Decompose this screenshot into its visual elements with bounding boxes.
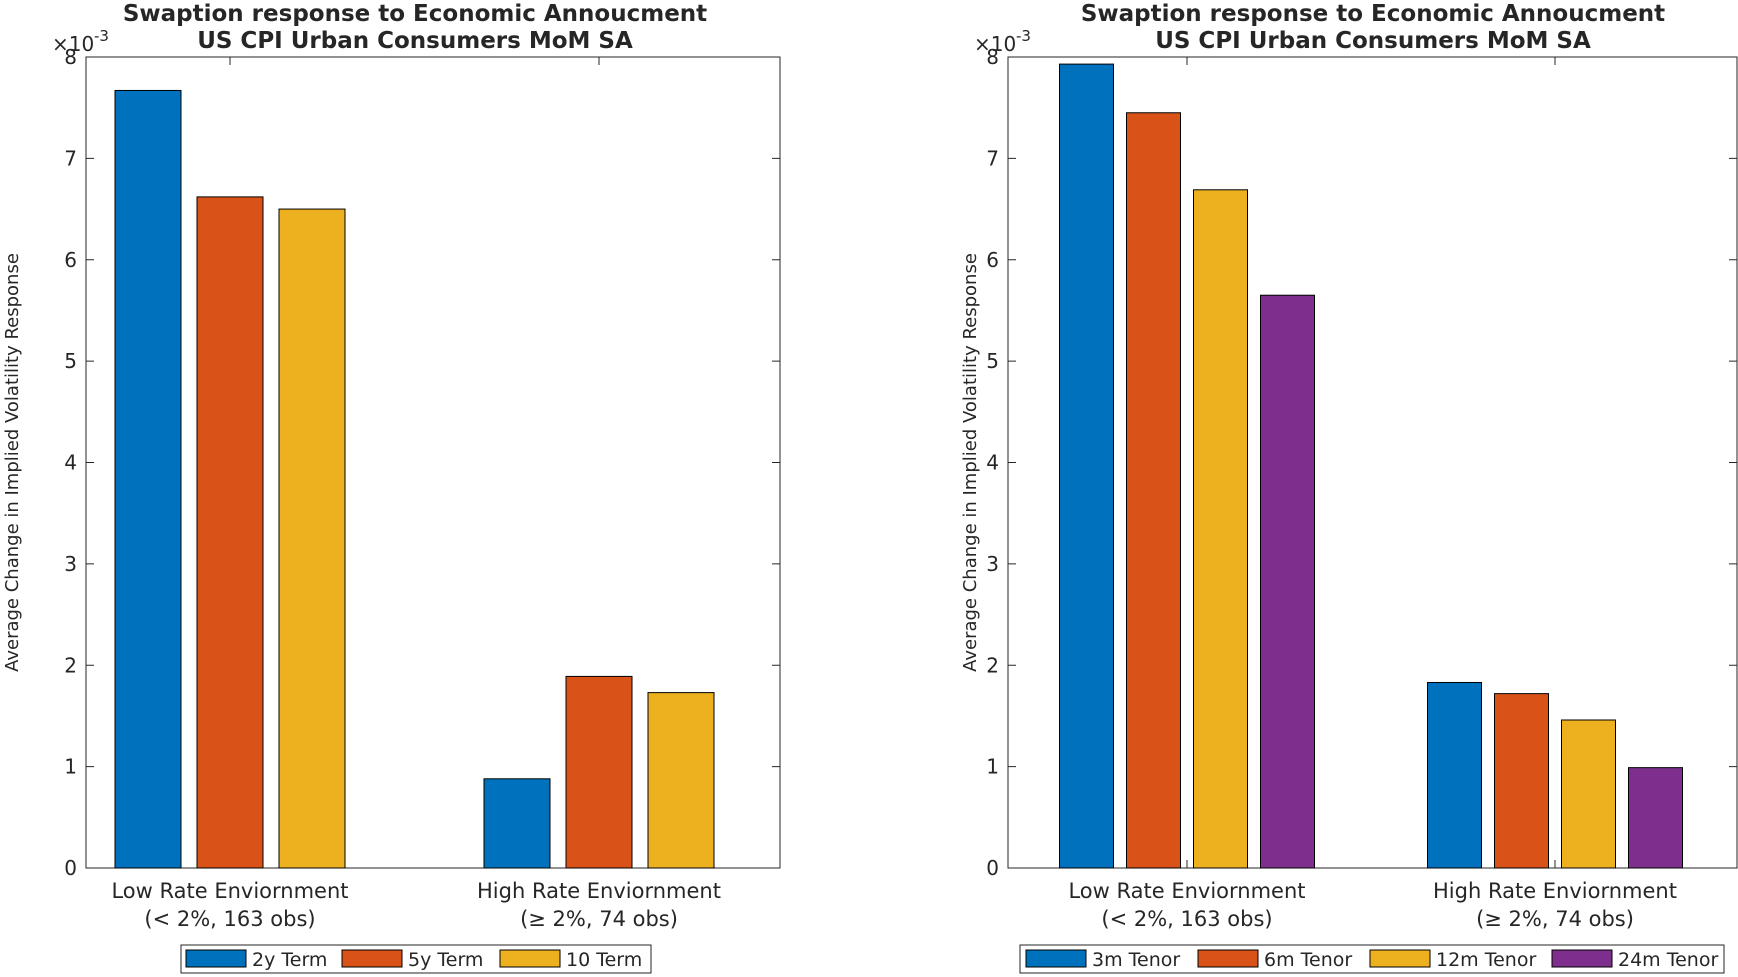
- legend: 2y Term 5y Term 10 Term: [180, 944, 652, 974]
- bar-3m-tenor-low-rate: [1059, 63, 1114, 869]
- y-exponent-power: -3: [94, 27, 109, 45]
- legend-swatch: [1369, 949, 1431, 968]
- bar-12m-tenor-high-rate: [1561, 719, 1616, 869]
- bar-3m-tenor-high-rate: [1427, 681, 1482, 869]
- bar-5y-term-low-rate: [196, 196, 264, 869]
- legend-box: [180, 944, 652, 974]
- bar-24m-tenor-low-rate: [1260, 294, 1315, 869]
- y-tick-label: 8: [64, 45, 77, 69]
- y-tick-label: 1: [986, 755, 999, 779]
- legend-entry: 2y Term: [252, 949, 327, 971]
- y-tick-label: 6: [986, 248, 999, 272]
- y-tick-label: 2: [986, 653, 999, 677]
- y-tick-label: 0: [986, 856, 999, 880]
- bar-12m-tenor-low-rate: [1193, 189, 1248, 869]
- chart-title: Swaption response to Economic Annoucment: [123, 1, 707, 27]
- y-tick-label: 2: [64, 653, 77, 677]
- y-tick-label: 1: [64, 755, 77, 779]
- legend-entry: 5y Term: [408, 949, 483, 971]
- legend-entry: 10 Term: [566, 949, 642, 971]
- legend-swatch: [341, 949, 403, 968]
- legend-swatch: [1197, 949, 1259, 968]
- bar-5y-term-high-rate: [565, 675, 633, 869]
- y-tick-label: 4: [64, 451, 77, 475]
- x-category-sublabel: (< 2%, 163 obs): [144, 907, 315, 931]
- legend-entry: 12m Tenor: [1436, 949, 1536, 971]
- bar-10-term-low-rate: [278, 208, 346, 869]
- x-category-label: High Rate Enviornment: [477, 879, 721, 903]
- y-exponent-label: ×10: [974, 32, 1016, 56]
- y-axis-label: Average Change in Implied Volatility Res…: [960, 253, 981, 672]
- bar-2y-term-low-rate: [114, 89, 182, 869]
- legend-entry: 3m Tenor: [1092, 949, 1180, 971]
- bar-6m-tenor-high-rate: [1494, 693, 1549, 869]
- legend-swatch: [185, 949, 247, 968]
- x-category-sublabel: (< 2%, 163 obs): [1101, 907, 1272, 931]
- chart-title: Swaption response to Economic Annoucment: [1081, 1, 1665, 27]
- bar-24m-tenor-high-rate: [1628, 767, 1683, 869]
- chart-panel-1: Swaption response to Economic Annoucment…: [2, 1, 781, 974]
- y-tick-label: 5: [64, 349, 77, 373]
- legend: 3m Tenor 6m Tenor 12m Tenor 24m Tenor: [1019, 944, 1725, 974]
- chart-subtitle: US CPI Urban Consumers MoM SA: [1155, 28, 1591, 54]
- y-exponent-label: ×10: [52, 32, 94, 56]
- y-tick-label: 0: [64, 856, 77, 880]
- legend-swatch: [1025, 949, 1087, 968]
- y-exponent-power: -3: [1016, 27, 1031, 45]
- chart-panel-2: Swaption response to Economic Annoucment…: [960, 1, 1738, 974]
- x-category-label: Low Rate Enviornment: [111, 879, 348, 903]
- x-category-label: High Rate Enviornment: [1433, 879, 1677, 903]
- axes-box: [1007, 56, 1738, 869]
- x-category-label: Low Rate Enviornment: [1068, 879, 1305, 903]
- y-tick-label: 4: [986, 451, 999, 475]
- y-tick-label: 3: [64, 552, 77, 576]
- x-category-sublabel: (≥ 2%, 74 obs): [1476, 907, 1634, 931]
- y-tick-label: 7: [64, 146, 77, 170]
- chart-subtitle: US CPI Urban Consumers MoM SA: [197, 28, 633, 54]
- x-category-sublabel: (≥ 2%, 74 obs): [520, 907, 678, 931]
- y-tick-label: 5: [986, 349, 999, 373]
- legend-swatch: [499, 949, 561, 968]
- legend-entry: 24m Tenor: [1618, 949, 1718, 971]
- y-axis-label: Average Change in Implied Volatility Res…: [2, 253, 23, 672]
- bar-6m-tenor-low-rate: [1126, 112, 1181, 869]
- y-tick-label: 3: [986, 552, 999, 576]
- y-tick-label: 8: [986, 45, 999, 69]
- bar-2y-term-high-rate: [483, 778, 551, 869]
- y-tick-label: 6: [64, 248, 77, 272]
- legend-entry: 6m Tenor: [1264, 949, 1352, 971]
- y-tick-label: 7: [986, 146, 999, 170]
- bar-10-term-high-rate: [647, 692, 715, 869]
- legend-swatch: [1551, 949, 1613, 968]
